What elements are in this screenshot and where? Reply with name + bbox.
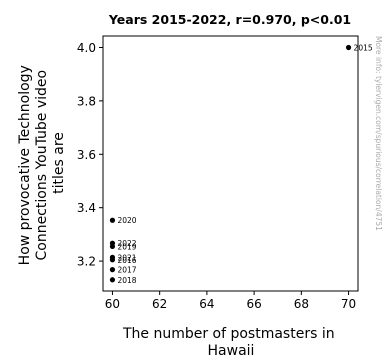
y-axis-label: How provocative Technology Connections Y… [17,61,67,266]
y-tick-label: 3.4 [77,201,96,215]
point-label: 2020 [117,216,136,225]
y-tick-label: 3.2 [77,255,96,269]
x-tick-label: 70 [341,297,356,311]
x-axis-label-line-1: The number of postmasters in [122,326,335,342]
x-tick-label: 66 [246,297,261,311]
x-tick-label: 68 [294,297,309,311]
x-axis-label: The number of postmasters in Hawaii [122,326,339,358]
y-axis-ticks: 3.2 3.4 3.6 3.8 4.0 [77,41,103,269]
data-point [109,277,116,283]
x-tick-label: 64 [199,297,214,311]
plot-area [102,35,359,292]
point-label: 2018 [117,276,136,285]
y-tick-label: 3.8 [77,94,96,108]
y-axis-label-line-3: titles are [51,132,67,194]
y-tick-label: 4.0 [77,41,96,55]
data-point [109,217,116,223]
point-label: 2021 [117,253,136,262]
x-axis-label-line-2: Hawaii [208,343,255,358]
y-axis-label-line-2: Connections YouTube video [34,70,50,261]
data-point [109,257,116,263]
watermark: More info: tylervigen.com/spurious/corre… [374,36,383,231]
point-label: 2016 [117,256,136,265]
x-tick-label: 62 [152,297,167,311]
y-tick-label: 3.6 [77,148,96,162]
point-label: 2022 [117,239,136,248]
data-point [345,44,352,51]
x-axis-ticks: 60 62 64 66 68 70 [105,291,356,311]
y-axis-label-line-1: How provocative Technology [17,65,33,265]
data-point [109,267,116,273]
x-tick-label: 60 [105,297,120,311]
point-label: 2017 [117,266,136,275]
data-point [109,243,116,250]
point-label: 2019 [117,242,136,251]
chart-title: Years 2015-2022, r=0.970, p<0.01 [108,12,351,27]
point-label: 2015 [354,43,373,52]
